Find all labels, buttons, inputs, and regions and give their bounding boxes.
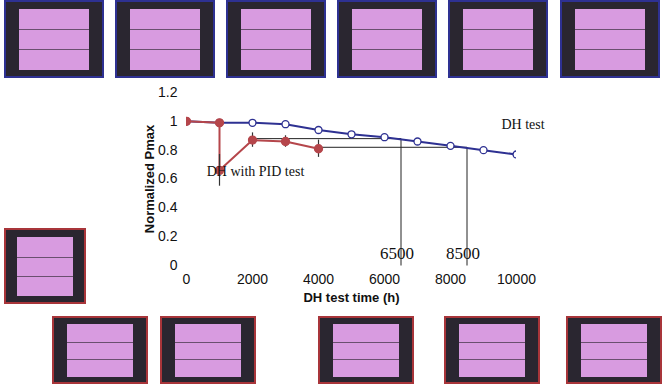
svg-text:DH test: DH test <box>502 117 545 132</box>
svg-text:Normalized Pmax: Normalized Pmax <box>142 124 157 233</box>
svg-text:0.8: 0.8 <box>158 142 178 158</box>
svg-text:DH with PID test: DH with PID test <box>207 164 305 179</box>
svg-text:0.4: 0.4 <box>158 199 178 215</box>
svg-text:0.2: 0.2 <box>158 228 178 244</box>
svg-text:0.6: 0.6 <box>158 170 178 186</box>
svg-text:1.2: 1.2 <box>158 84 178 100</box>
svg-text:8000: 8000 <box>435 271 466 287</box>
svg-text:6500: 6500 <box>380 244 414 263</box>
svg-text:10000: 10000 <box>497 271 536 287</box>
svg-text:0: 0 <box>183 271 191 287</box>
svg-text:1: 1 <box>170 113 178 129</box>
svg-text:4000: 4000 <box>303 271 334 287</box>
svg-text:DH test time (h): DH test time (h) <box>303 290 399 305</box>
svg-text:0: 0 <box>170 257 178 273</box>
svg-text:8500: 8500 <box>446 244 480 263</box>
svg-text:6000: 6000 <box>369 271 400 287</box>
svg-text:2000: 2000 <box>237 271 268 287</box>
